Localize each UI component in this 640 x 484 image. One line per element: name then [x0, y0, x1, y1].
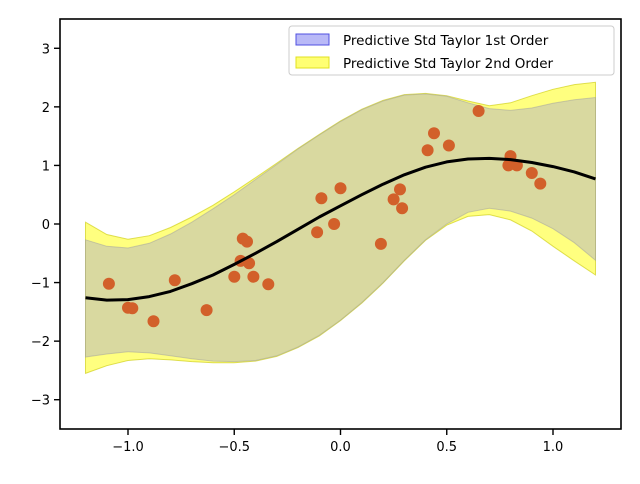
- scatter-point: [126, 302, 139, 315]
- scatter-point: [262, 278, 275, 291]
- y-tick-label: 0: [42, 218, 50, 233]
- scatter-point: [168, 274, 181, 287]
- scatter-point: [315, 192, 328, 205]
- legend-label-2nd-order: Predictive Std Taylor 2nd Order: [343, 56, 554, 72]
- legend-swatch-2nd-order: [295, 56, 330, 69]
- x-axis-ticks: −1.0 −0.5 0.0 0.5 1.0: [112, 429, 563, 455]
- scatter-point: [241, 235, 253, 248]
- scatter-point: [228, 270, 241, 283]
- scatter-point: [374, 237, 387, 250]
- scatter-point: [396, 202, 409, 215]
- plot-frame: [59, 18, 622, 430]
- scatter-point: [311, 226, 324, 239]
- scatter-point: [243, 257, 256, 270]
- x-tick-label: 1.0: [543, 440, 564, 455]
- scatter-point: [102, 277, 115, 290]
- scatter-point: [502, 159, 515, 172]
- y-tick-label: −3: [31, 394, 50, 409]
- scatter-point: [421, 144, 434, 157]
- scatter-point: [247, 270, 260, 283]
- scatter-point: [200, 304, 213, 317]
- legend: Predictive Std Taylor 1st Order Predicti…: [288, 25, 615, 76]
- x-tick-label: −0.5: [218, 440, 250, 455]
- scatter-point: [387, 193, 400, 206]
- mean-curve: [85, 156, 596, 302]
- x-tick-label: 0.0: [330, 440, 351, 455]
- y-axis-ticks: −3 −2 −1 0 1 2 3: [31, 42, 60, 409]
- x-tick-label: −1.0: [112, 440, 144, 455]
- scatter-point: [510, 159, 523, 172]
- scatter-point: [394, 183, 406, 196]
- scatter-point: [472, 105, 485, 117]
- scatter-point: [442, 139, 455, 152]
- scatter-point: [534, 177, 547, 190]
- legend-box: [288, 25, 615, 76]
- scatter-point: [525, 167, 538, 179]
- y-tick-label: 1: [42, 159, 50, 174]
- scatter-point: [328, 218, 341, 230]
- scatter-point: [334, 182, 347, 195]
- scatter-point: [147, 315, 160, 328]
- y-tick-label: −2: [31, 335, 50, 350]
- x-tick-label: 0.5: [436, 440, 457, 455]
- y-tick-label: −1: [31, 277, 50, 292]
- scatter-point: [428, 127, 440, 140]
- y-tick-label: 3: [42, 42, 50, 57]
- y-tick-label: 2: [42, 101, 50, 116]
- band-1st-order: [85, 93, 596, 363]
- band-2nd-order: [85, 81, 596, 375]
- legend-swatch-1st-order: [295, 33, 330, 46]
- legend-label-1st-order: Predictive Std Taylor 1st Order: [343, 33, 549, 49]
